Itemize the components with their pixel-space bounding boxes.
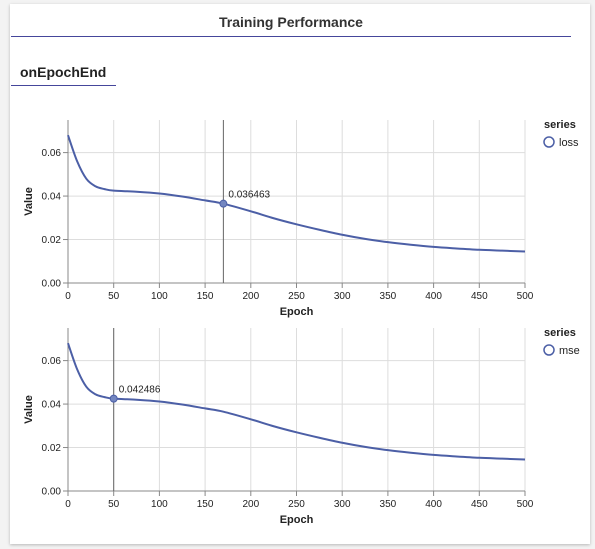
legend-label-loss[interactable]: loss <box>559 137 579 149</box>
hover-value-label: 0.036463 <box>228 190 270 201</box>
y-tick-label: 0.02 <box>42 443 62 454</box>
legend-symbol-mse[interactable] <box>543 344 555 356</box>
x-axis-title: Epoch <box>280 306 314 318</box>
legend-title: series <box>544 119 576 131</box>
x-tick-label: 50 <box>108 499 120 510</box>
legend-symbol-loss[interactable] <box>543 136 555 148</box>
x-tick-label: 150 <box>197 499 214 510</box>
y-tick-label: 0.06 <box>42 356 62 367</box>
y-tick-label: 0.04 <box>42 400 62 411</box>
title-divider <box>11 36 571 37</box>
x-tick-label: 500 <box>517 291 534 302</box>
y-axis-title: Value <box>23 187 35 216</box>
y-tick-label: 0.00 <box>42 279 62 290</box>
x-tick-label: 100 <box>151 499 168 510</box>
x-tick-label: 400 <box>425 499 442 510</box>
legend-title: series <box>544 327 576 339</box>
y-axis-title: Value <box>23 395 35 424</box>
x-tick-label: 500 <box>517 499 534 510</box>
chart-1[interactable]: 0 50 100 150 200 250 300 350 400 450 500 0.00 0.02 0.… <box>23 119 579 318</box>
x-tick-label: 350 <box>380 291 397 302</box>
x-tick-label: 400 <box>425 291 442 302</box>
chart-2[interactable]: 0 50 100 150 200 250 300 350 400 450 500 0.00 0.02 0.… <box>23 327 580 526</box>
x-tick-label: 350 <box>380 499 397 510</box>
x-tick-label: 250 <box>288 291 305 302</box>
x-tick-label: 0 <box>65 291 71 302</box>
x-tick-label: 300 <box>334 291 351 302</box>
legend-label-mse[interactable]: mse <box>559 345 580 357</box>
training-performance-panel <box>10 4 590 544</box>
hover-value-label: 0.042486 <box>119 385 161 396</box>
tab-on-epoch-end[interactable]: onEpochEnd <box>11 58 116 86</box>
x-tick-label: 300 <box>334 499 351 510</box>
x-tick-label: 0 <box>65 499 71 510</box>
x-tick-label: 200 <box>242 499 259 510</box>
x-tick-label: 150 <box>197 291 214 302</box>
x-tick-label: 450 <box>471 499 488 510</box>
y-tick-label: 0.02 <box>42 235 62 246</box>
x-tick-label: 450 <box>471 291 488 302</box>
x-tick-label: 50 <box>108 291 120 302</box>
y-tick-label: 0.04 <box>42 192 62 203</box>
hover-point[interactable] <box>109 394 118 403</box>
x-tick-label: 100 <box>151 291 168 302</box>
x-tick-label: 250 <box>288 499 305 510</box>
y-tick-label: 0.00 <box>42 487 62 498</box>
series-line-mse <box>67 342 526 461</box>
series-line-loss <box>67 134 526 253</box>
panel-title: Training Performance <box>219 14 363 30</box>
y-tick-label: 0.06 <box>42 148 62 159</box>
hover-point[interactable] <box>219 199 228 208</box>
x-axis-title: Epoch <box>280 514 314 526</box>
x-tick-label: 200 <box>242 291 259 302</box>
